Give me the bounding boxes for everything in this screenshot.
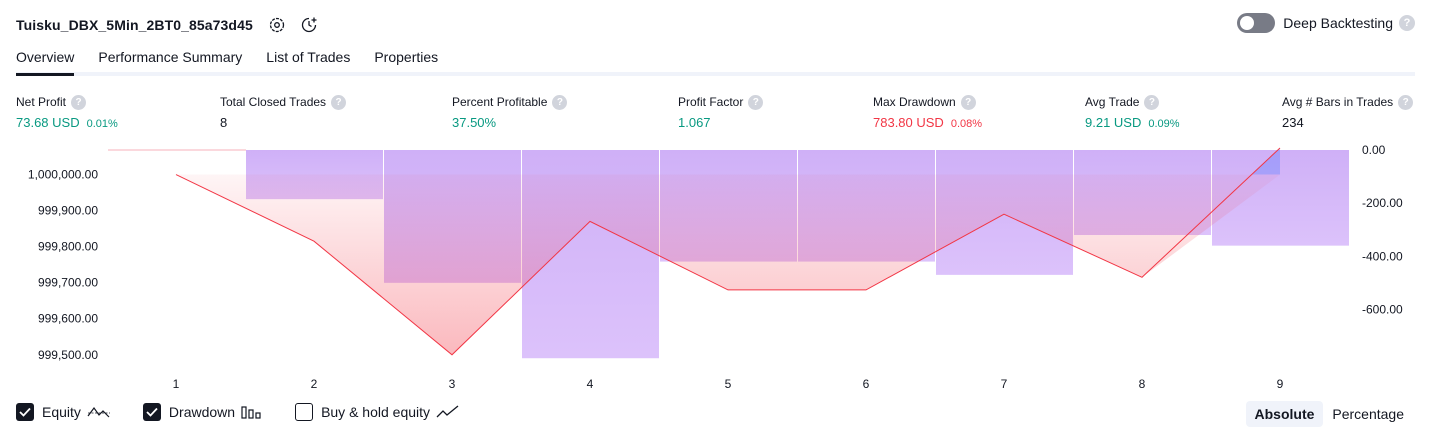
tab-performance-summary[interactable]: Performance Summary bbox=[98, 49, 243, 65]
metric-avg-trade: Avg Trade? 9.21 USD 0.09% bbox=[1085, 94, 1180, 131]
info-icon[interactable]: ? bbox=[1398, 94, 1414, 110]
right-axis-tick-label: -200.00 bbox=[1362, 196, 1403, 210]
metric-value: 37.50% bbox=[452, 115, 497, 130]
left-axis-tick-label: 1,000,000.00 bbox=[28, 168, 98, 182]
info-icon[interactable]: ? bbox=[748, 94, 764, 110]
x-axis-tick-label: 6 bbox=[863, 377, 870, 391]
tab-properties[interactable]: Properties bbox=[374, 49, 439, 65]
info-icon[interactable]: ? bbox=[71, 94, 87, 110]
deep-backtesting-label: Deep Backtesting bbox=[1283, 15, 1393, 31]
deep-backtesting: Deep Backtesting ? bbox=[1237, 13, 1415, 33]
metric-percent: 0.09% bbox=[1148, 118, 1180, 130]
right-axis-tick-label: -600.00 bbox=[1362, 302, 1403, 316]
tab-overview[interactable]: Overview bbox=[16, 48, 75, 76]
metric-total-closed-trades: Total Closed Trades? 8 bbox=[220, 94, 347, 131]
metric-label: Total Closed Trades bbox=[220, 95, 327, 109]
metric-net-profit: Net Profit? 73.68 USD 0.01% bbox=[16, 94, 118, 131]
drawdown-checkbox[interactable] bbox=[142, 403, 161, 421]
metric-avg-bars: Avg # Bars in Trades? 234 bbox=[1282, 94, 1414, 131]
tab-list-of-trades[interactable]: List of Trades bbox=[266, 49, 351, 65]
left-axis-tick-label: 999,800.00 bbox=[38, 240, 98, 254]
left-axis-tick-label: 999,500.00 bbox=[38, 348, 98, 362]
legend-buy-hold-label: Buy & hold equity bbox=[321, 404, 431, 420]
right-axis-tick-label: 0.00 bbox=[1362, 143, 1386, 157]
metric-label: Avg # Bars in Trades bbox=[1282, 95, 1394, 109]
left-axis-tick-label: 999,700.00 bbox=[38, 276, 98, 290]
strategy-title: Tuisku_DBX_5Min_2BT0_85a73d45 bbox=[16, 17, 253, 33]
info-icon[interactable]: ? bbox=[331, 94, 347, 110]
metric-max-drawdown: Max Drawdown? 783.80 USD 0.08% bbox=[873, 94, 982, 131]
metric-label: Avg Trade bbox=[1085, 95, 1140, 109]
metric-percent: 0.08% bbox=[950, 118, 983, 130]
legend-equity[interactable]: Equity bbox=[16, 403, 111, 421]
x-axis-tick-label: 8 bbox=[1139, 377, 1146, 391]
report-tabs: Overview Performance Summary List of Tra… bbox=[16, 48, 1415, 76]
equity-area bbox=[176, 174, 1280, 355]
buy-hold-line-icon bbox=[436, 405, 460, 419]
metric-value: 1.067 bbox=[678, 115, 711, 130]
equity-checkbox[interactable] bbox=[16, 403, 34, 421]
metric-value: 9.21 USD bbox=[1085, 115, 1142, 130]
info-icon[interactable]: ? bbox=[552, 94, 568, 110]
info-icon[interactable]: ? bbox=[960, 94, 976, 110]
equity-line-icon bbox=[87, 405, 111, 419]
metric-label: Net Profit bbox=[16, 95, 67, 109]
x-axis-tick-label: 5 bbox=[725, 377, 732, 391]
left-axis-tick-label: 999,600.00 bbox=[38, 312, 98, 326]
equity-drawdown-chart[interactable]: 1,000,000.00 999,900.00 999,800.00 999,700.… bbox=[0, 138, 1431, 398]
metric-value: 73.68 USD bbox=[16, 115, 80, 130]
metric-percent: 0.01% bbox=[86, 118, 118, 130]
x-axis-tick-label: 7 bbox=[1001, 377, 1008, 391]
metric-value: 8 bbox=[220, 115, 228, 130]
right-axis-tick-label: -400.00 bbox=[1362, 249, 1403, 263]
chart-legend: Equity Drawdown Buy & hold equity bbox=[16, 403, 492, 421]
deep-backtesting-toggle[interactable] bbox=[1237, 13, 1276, 33]
absolute-button[interactable]: Absolute bbox=[1245, 401, 1324, 427]
equity-line bbox=[175, 147, 1281, 356]
x-axis-tick-label: 3 bbox=[449, 377, 456, 391]
metric-label: Profit Factor bbox=[678, 95, 744, 109]
add-alert-clock-icon[interactable] bbox=[299, 15, 319, 35]
buy-hold-checkbox[interactable] bbox=[295, 403, 314, 421]
x-axis-tick-label: 1 bbox=[173, 377, 180, 391]
metric-value: 234 bbox=[1282, 115, 1304, 130]
legend-buy-hold[interactable]: Buy & hold equity bbox=[295, 403, 460, 421]
left-axis-tick-label: 999,900.00 bbox=[38, 204, 98, 218]
metric-label: Percent Profitable bbox=[452, 95, 548, 109]
drawdown-bars-icon bbox=[241, 405, 263, 419]
legend-equity-label: Equity bbox=[42, 404, 81, 420]
settings-gear-icon[interactable] bbox=[267, 15, 287, 35]
value-mode-switch: Absolute Percentage bbox=[1245, 401, 1414, 427]
strategy-header: Tuisku_DBX_5Min_2BT0_85a73d45 bbox=[16, 12, 319, 38]
metric-label: Max Drawdown bbox=[873, 95, 956, 109]
info-icon[interactable]: ? bbox=[1144, 94, 1160, 110]
percentage-button[interactable]: Percentage bbox=[1332, 406, 1404, 422]
x-axis-tick-label: 9 bbox=[1277, 377, 1284, 391]
legend-drawdown-label: Drawdown bbox=[168, 404, 236, 420]
metric-value: 783.80 USD bbox=[873, 115, 944, 130]
metric-profit-factor: Profit Factor? 1.067 bbox=[678, 94, 764, 131]
legend-drawdown[interactable]: Drawdown bbox=[142, 403, 263, 421]
x-axis-tick-label: 4 bbox=[587, 377, 594, 391]
help-icon[interactable]: ? bbox=[1399, 15, 1415, 31]
x-axis-tick-label: 2 bbox=[311, 377, 318, 391]
metric-percent-profitable: Percent Profitable? 37.50% bbox=[452, 94, 568, 131]
